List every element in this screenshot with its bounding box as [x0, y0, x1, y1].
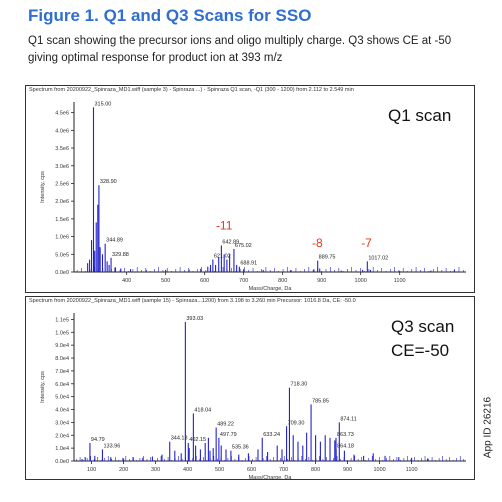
x-axis-title: Mass/Charge, Da — [249, 286, 293, 292]
y-tick-label: 2.0e4 — [55, 433, 69, 439]
y-tick-label: 7.0e4 — [55, 369, 69, 375]
y-tick-label: 9.0e4 — [55, 343, 69, 349]
peak-label: 393.03 — [186, 316, 203, 322]
peak-label: 718.30 — [290, 382, 307, 388]
x-tick-label: 600 — [247, 467, 256, 473]
y-axis-title: Intensity, cps — [40, 371, 46, 403]
peak-label: 315.00 — [95, 101, 112, 107]
peak-label: 489.22 — [217, 422, 234, 428]
y-tick-label: 6.0e4 — [55, 382, 69, 388]
peak-label: 688.91 — [240, 261, 257, 267]
x-tick-label: 500 — [215, 467, 224, 473]
x-axis-title: Mass/Charge, Da — [249, 475, 293, 480]
peak-label: 402.15 — [189, 437, 206, 443]
y-tick-label: 1.0e6 — [55, 235, 69, 241]
peak-label: 675.02 — [235, 243, 252, 249]
y-tick-label: 4.0e4 — [55, 408, 69, 414]
q3-spectrum-header: Spectrum from 20200922_Spinraza_MD1.wiff… — [29, 298, 356, 304]
peak-label: 535.36 — [232, 445, 249, 451]
peak-label: 133.96 — [103, 443, 120, 449]
peak-label: 497.79 — [220, 432, 237, 438]
q1-scan-label: Q1 scan — [388, 106, 452, 125]
q3-ce-label: CE=-50 — [391, 341, 450, 360]
peak-label: 889.75 — [319, 255, 336, 261]
peak-label: 344.89 — [106, 238, 123, 244]
peak-label: 344.13 — [171, 436, 188, 442]
y-tick-label: 8.0e4 — [55, 356, 69, 362]
y-tick-label: 4.0e6 — [55, 128, 69, 134]
x-tick-label: 900 — [343, 467, 352, 473]
q1-spectrum-header: Spectrum from 20200922_Spinraza_MD1.wiff… — [29, 87, 354, 93]
peak-label: 874.11 — [340, 416, 356, 422]
figure-caption: Q1 scan showing the precursor ions and o… — [28, 35, 452, 64]
x-tick-label: 1100 — [394, 278, 406, 284]
q1-spectrum-chart: 0.0e0 5.0e5 1.0e6 1.5e6 2.0e6 2.5e6 3.0e6 3.5e6… — [40, 101, 466, 292]
y-tick-label: 1.0e4 — [55, 446, 69, 452]
peak-label: 94.79 — [91, 437, 105, 443]
y-axis-title: Intensity, cps — [40, 171, 46, 203]
x-tick-label: 800 — [278, 278, 287, 284]
app-id-label: App ID 26216 — [478, 378, 498, 478]
x-tick-label: 300 — [151, 467, 160, 473]
x-tick-label: 1000 — [355, 278, 367, 284]
peak-label: 864.18 — [337, 443, 354, 449]
y-tick-label: 1.1e5 — [55, 317, 69, 323]
peak-label: 418.04 — [194, 407, 211, 413]
charge-state-annotation: -8 — [312, 236, 323, 250]
app-id-text: App ID 26216 — [482, 396, 494, 459]
charge-state-annotation: -11 — [216, 219, 233, 233]
x-tick-label: 200 — [119, 467, 128, 473]
y-tick-label: 3.0e6 — [55, 164, 69, 170]
x-tick-label: 1000 — [373, 467, 385, 473]
x-tick-label: 600 — [200, 278, 209, 284]
x-tick-label: 700 — [279, 467, 288, 473]
x-tick-label: 900 — [317, 278, 326, 284]
x-tick-label: 500 — [161, 278, 170, 284]
peak-label: 1017.02 — [368, 255, 388, 261]
y-tick-label: 0.0e0 — [55, 459, 69, 465]
charge-state-annotation: -7 — [361, 236, 372, 250]
y-tick-label: 4.5e6 — [55, 111, 69, 117]
x-tick-label: 100 — [87, 467, 96, 473]
x-tick-label: 400 — [122, 278, 131, 284]
x-tick-label: 400 — [183, 467, 192, 473]
q1-spectrum-panel: Spectrum from 20200922_Spinraza_MD1.wiff… — [25, 85, 475, 293]
peak-label: 621.02 — [214, 254, 231, 260]
q3-spectrum-chart: 0.0e0 1.0e4 2.0e4 3.0e4 4.0e4 5.0e4 6.0e4 7.0e4… — [40, 313, 466, 480]
y-tick-label: 2.5e6 — [55, 181, 69, 187]
y-tick-label: 2.0e6 — [55, 199, 69, 205]
peak-label: 709.30 — [288, 420, 305, 426]
x-tick-label: 700 — [239, 278, 248, 284]
y-tick-label: 3.5e6 — [55, 146, 69, 152]
q3-spectrum-panel: Spectrum from 20200922_Spinraza_MD1.wiff… — [25, 296, 475, 480]
y-tick-label: 1.5e6 — [55, 217, 69, 223]
peak-label: 642.89 — [222, 239, 239, 245]
y-tick-label: 0.0e0 — [55, 270, 69, 276]
peak-label: 633.24 — [263, 432, 280, 438]
peak-label: 329.88 — [112, 252, 129, 258]
peak-label: 863.73 — [337, 432, 354, 438]
q3-scan-label: Q3 scan — [391, 317, 455, 336]
figure-title: Figure 1. Q1 and Q3 Scans for SSO — [28, 6, 312, 25]
x-tick-label: 800 — [311, 467, 320, 473]
x-tick-label: 1100 — [406, 467, 418, 473]
peak-label: 328.90 — [100, 179, 117, 185]
y-tick-label: 3.0e4 — [55, 420, 69, 426]
y-tick-label: 5.0e5 — [55, 252, 69, 258]
peak-label: 785.85 — [312, 398, 329, 404]
y-tick-label: 1.0e5 — [55, 330, 69, 336]
y-tick-label: 5.0e4 — [55, 395, 69, 401]
